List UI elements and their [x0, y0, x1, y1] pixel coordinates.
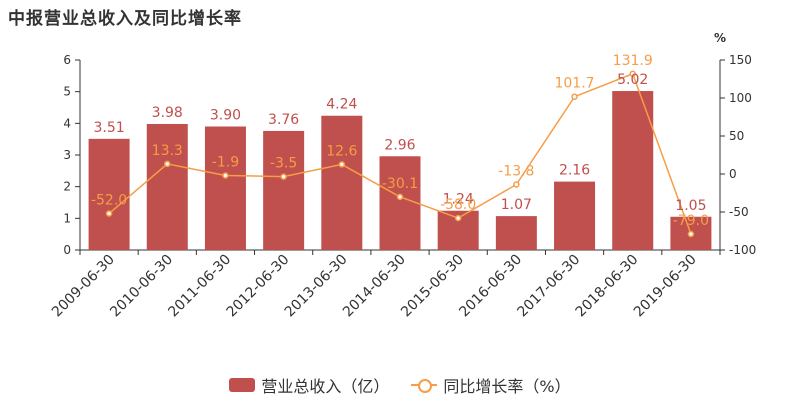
y-tick-label-left: 5	[63, 85, 71, 99]
bar-value-label: 3.90	[210, 108, 241, 124]
revenue-bar	[495, 216, 537, 250]
growth-rate-point	[280, 173, 287, 180]
legend-item-revenue[interactable]: 营业总收入（亿）	[229, 373, 389, 397]
revenue-bar	[146, 123, 188, 250]
y-tick-label-left: 0	[63, 243, 71, 257]
y-tick-label-left: 6	[63, 53, 71, 67]
growth-rate-point	[687, 230, 695, 238]
legend-label-growth: 同比增长率（%）	[443, 377, 571, 396]
growth-value-label: 101.7	[554, 76, 594, 92]
x-tick-label: 2019-06-30	[631, 252, 700, 321]
legend-label-revenue: 营业总收入（亿）	[261, 377, 390, 396]
y-tick-label-right: 0	[729, 167, 737, 181]
bar-value-label: 4.24	[326, 97, 357, 113]
growth-value-label: -3.5	[270, 156, 297, 172]
bar-value-label: 2.96	[384, 137, 415, 153]
y-tick-label-right: -100	[729, 243, 756, 257]
bar-value-label: 3.98	[152, 105, 183, 121]
growth-rate-point	[164, 160, 171, 168]
chart-legend: 营业总收入（亿） 同比增长率（%）	[0, 374, 800, 396]
growth-value-label: -79.0	[673, 213, 709, 229]
y-tick-label-right: -50	[729, 205, 749, 219]
bar-value-label: 3.76	[268, 112, 299, 128]
bar-value-label: 1.07	[501, 197, 532, 213]
revenue-bar	[321, 115, 363, 250]
y-axis-right-unit: %	[714, 31, 726, 45]
growth-rate-point	[454, 214, 462, 222]
legend-bar-swatch	[229, 378, 256, 392]
y-tick-label-left: 3	[63, 148, 71, 162]
bar-value-label: 2.16	[559, 163, 590, 179]
bar-value-label: 3.51	[94, 120, 125, 136]
growth-value-label: -1.9	[212, 154, 239, 170]
growth-value-label: -13.8	[498, 163, 534, 179]
y-tick-label-right: 50	[729, 129, 744, 143]
y-tick-label-right: 100	[729, 91, 752, 105]
chart-title: 中报营业总收入及同比增长率	[8, 9, 242, 29]
bar-value-label: 1.24	[443, 192, 474, 208]
growth-value-label: 12.6	[326, 143, 357, 159]
growth-rate-point	[571, 93, 578, 100]
growth-rate-point	[105, 210, 113, 217]
legend-item-growth[interactable]: 同比增长率（%）	[411, 373, 571, 397]
y-tick-label-left: 2	[63, 180, 71, 194]
growth-rate-point	[396, 193, 404, 201]
y-tick-label-right: 150	[729, 53, 752, 67]
y-tick-label-left: 4	[63, 116, 71, 130]
growth-value-label: 13.3	[152, 143, 183, 159]
growth-value-label: -30.1	[382, 176, 418, 192]
revenue-bar	[379, 156, 421, 250]
bar-value-label: 5.02	[617, 72, 648, 88]
bar-value-label: 1.05	[675, 198, 706, 214]
revenue-bar	[263, 130, 305, 250]
revenue-growth-chart: 0123456-100-50050100150%2009-06-302010-0…	[49, 31, 756, 321]
growth-value-label: -58.0	[440, 197, 476, 213]
revenue-bar	[88, 138, 130, 250]
revenue-bar	[612, 91, 654, 251]
growth-value-label: 131.9	[613, 53, 653, 69]
legend-line-swatch	[411, 378, 438, 393]
revenue-bar	[204, 126, 246, 250]
growth-rate-point	[338, 161, 346, 168]
y-tick-label-left: 1	[63, 211, 71, 225]
growth-rate-point	[222, 172, 229, 179]
growth-value-label: -52.0	[91, 193, 127, 209]
growth-rate-point	[513, 181, 520, 188]
growth-rate-point	[629, 70, 636, 78]
revenue-bar	[554, 181, 596, 250]
